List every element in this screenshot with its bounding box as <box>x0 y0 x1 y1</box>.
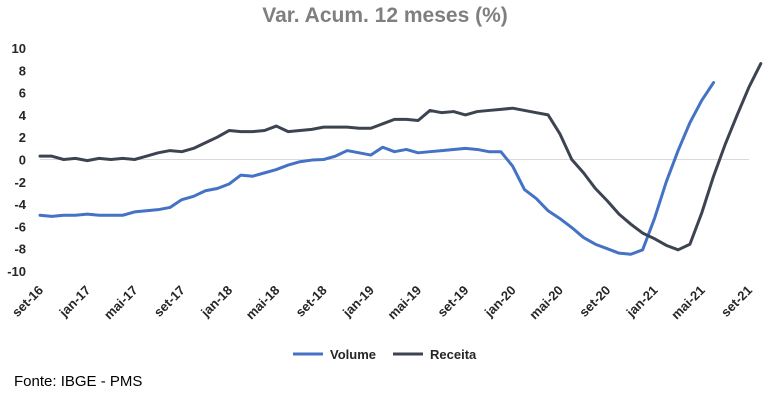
series-line-volume <box>38 81 716 256</box>
x-tick-label: mai-20 <box>526 283 566 323</box>
x-axis: set-16 jan-17 mai-17 set-17 jan-18 mai-18 set-… <box>9 283 755 323</box>
x-tick-label: mai-21 <box>668 283 708 323</box>
y-tick-label: -2 <box>14 175 26 190</box>
series-layer <box>38 62 763 256</box>
x-tick-label: jan-18 <box>197 283 235 321</box>
x-tick-label: mai-18 <box>243 283 283 323</box>
x-tick-label: set-19 <box>434 283 471 320</box>
x-tick-label: set-18 <box>293 283 330 320</box>
chart-title: Var. Acum. 12 meses (%) <box>262 4 508 27</box>
legend: Volume Receita <box>293 347 477 362</box>
y-tick-label: 4 <box>19 108 27 123</box>
series-line-receita <box>38 62 763 252</box>
x-tick-label: set-20 <box>576 283 613 320</box>
x-tick-label: jan-17 <box>56 283 94 321</box>
y-tick-label: -10 <box>7 264 26 279</box>
legend-receita-label: Receita <box>430 347 477 362</box>
y-tick-label: -8 <box>14 242 26 257</box>
legend-volume-label: Volume <box>330 347 376 362</box>
y-tick-label: 8 <box>19 63 26 78</box>
y-tick-label: -4 <box>14 197 26 212</box>
x-tick-label: set-16 <box>9 283 46 320</box>
x-tick-label: set-21 <box>718 283 755 320</box>
y-tick-label: 6 <box>19 86 26 101</box>
x-tick-label: jan-20 <box>481 283 519 321</box>
x-tick-label: mai-19 <box>385 283 425 323</box>
x-tick-label: jan-19 <box>339 283 377 321</box>
y-tick-label: 10 <box>12 41 26 56</box>
y-tick-label: 2 <box>19 130 26 145</box>
y-axis: 10 8 6 4 2 0 -2 -4 -6 -8 -10 <box>7 41 27 279</box>
y-tick-label: -6 <box>14 219 26 234</box>
source-note: Fonte: IBGE - PMS <box>14 373 143 390</box>
x-tick-label: mai-17 <box>101 283 141 323</box>
y-tick-label: 0 <box>19 153 26 168</box>
x-tick-label: set-17 <box>151 283 188 320</box>
x-tick-label: jan-21 <box>623 283 661 321</box>
